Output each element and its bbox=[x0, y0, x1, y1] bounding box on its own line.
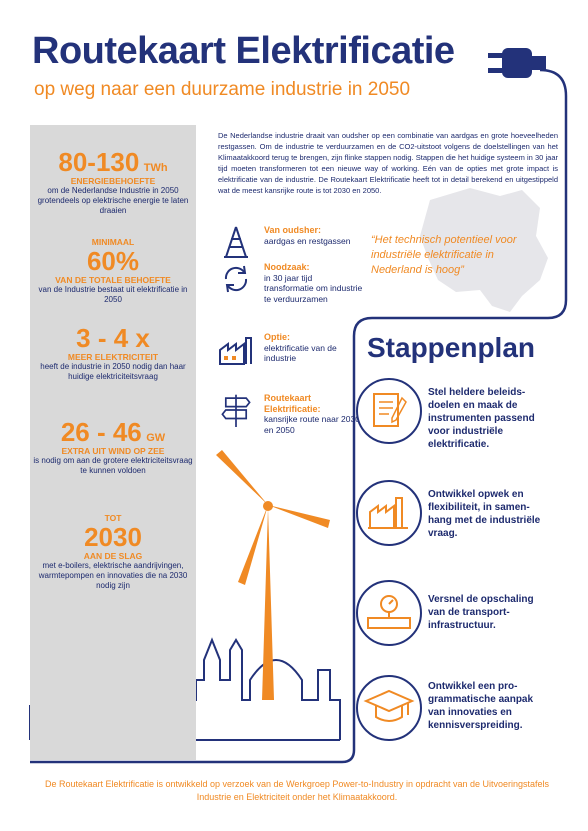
plug-icon bbox=[488, 48, 546, 78]
stat-energiebehoefte: 80-130 TWh ENERGIEBEHOEFTE om de Nederla… bbox=[30, 148, 196, 216]
stat-minimaal: MINIMAAL 60% VAN DE TOTALE BEHOEFTE van … bbox=[30, 237, 196, 305]
stat-wind-op-zee: 26 - 46 GW EXTRA UIT WIND OP ZEE is nodi… bbox=[30, 418, 196, 476]
step-1-text: Stel heldere beleids-doelen en maak de i… bbox=[428, 387, 535, 450]
stat-meer-elektriciteit: 3 - 4 x MEER ELEKTRICITEIT heeft de indu… bbox=[30, 324, 196, 382]
step-1-circle bbox=[356, 378, 422, 444]
stat-caption: ENERGIEBEHOEFTE bbox=[70, 176, 156, 186]
factory-plug-icon bbox=[219, 337, 252, 365]
feature-label: Optie: bbox=[264, 332, 290, 342]
feature-text: elektrificatie van de industrie bbox=[264, 342, 337, 364]
stat-desc: met e-boilers, elektrische aandrijvingen… bbox=[38, 561, 188, 590]
stat-unit: TWh bbox=[143, 162, 168, 174]
intro-paragraph: De Nederlandse industrie draait van ouds… bbox=[218, 131, 558, 195]
stat-value: 60% bbox=[86, 246, 140, 276]
step-3-text: Versnel de opschaling van de transport-i… bbox=[428, 594, 534, 631]
quote: “Het technisch potentieel voor industrië… bbox=[371, 234, 517, 276]
stappenplan-title: Stappenplan bbox=[367, 332, 536, 363]
pipe-gauge-icon bbox=[367, 595, 411, 629]
feature-text: in 30 jaar tijd transformatie om industr… bbox=[264, 272, 363, 304]
stat-caption: VAN DE TOTALE BEHOEFTE bbox=[55, 275, 171, 285]
step-2-circle bbox=[356, 480, 422, 546]
cycle-arrows-icon bbox=[224, 265, 248, 293]
footer-note: De Routekaart Elektrificatie is ontwikke… bbox=[44, 779, 550, 802]
stat-value: 2030 bbox=[84, 522, 142, 552]
feature-label: Routekaart Elektrificatie: bbox=[264, 393, 321, 414]
page-title: Routekaart Elektrificatie bbox=[32, 30, 455, 72]
stat-pre: MINIMAAL bbox=[91, 237, 135, 247]
stat-desc: om de Nederlandse Industrie in 2050 grot… bbox=[37, 186, 189, 215]
page-subtitle: op weg naar een duurzame industrie in 20… bbox=[34, 79, 411, 100]
stat-caption: AAN DE SLAG bbox=[83, 551, 143, 561]
stat-desc: van de Industrie bestaat uit elektrifica… bbox=[38, 285, 188, 304]
graduation-cap-icon bbox=[363, 689, 415, 722]
step-4-circle bbox=[356, 675, 422, 741]
stats-sidebar bbox=[30, 125, 196, 760]
step-2-text: Ontwikkel opwek en flexibiliteit, in sam… bbox=[428, 489, 541, 539]
step-3-circle bbox=[356, 580, 422, 646]
stat-pre: TOT bbox=[104, 513, 122, 523]
stat-caption: MEER ELEKTRICITEIT bbox=[67, 352, 159, 362]
stat-value: 26 - 46 bbox=[60, 417, 142, 447]
feature-label: Van oudsher: bbox=[264, 225, 322, 235]
stat-desc: is nodig om aan de grotere elektriciteit… bbox=[33, 456, 193, 475]
stat-value: 3 - 4 x bbox=[76, 323, 150, 353]
wind-turbine bbox=[216, 450, 330, 700]
oil-derrick-icon bbox=[224, 226, 248, 258]
feature-label: Noodzaak: bbox=[264, 262, 310, 272]
feature-text: kansrijke route naar 2030 en 2050 bbox=[264, 414, 360, 435]
stat-caption: EXTRA UIT WIND OP ZEE bbox=[61, 446, 165, 456]
stat-value: 80-130 bbox=[58, 147, 140, 177]
stat-tot-2030: TOT 2030 AAN DE SLAG met e-boilers, elek… bbox=[30, 513, 196, 591]
signpost-icon bbox=[221, 394, 251, 427]
step-4-text: Ontwikkel een pro-grammatische aanpak va… bbox=[428, 681, 534, 731]
feature-text: aardgas en restgassen bbox=[264, 235, 351, 246]
stat-unit: GW bbox=[146, 432, 166, 444]
factory-icon bbox=[368, 497, 408, 529]
stat-desc: heeft de industrie in 2050 nodig dan haa… bbox=[40, 362, 186, 381]
document-pencil-icon bbox=[373, 393, 407, 427]
